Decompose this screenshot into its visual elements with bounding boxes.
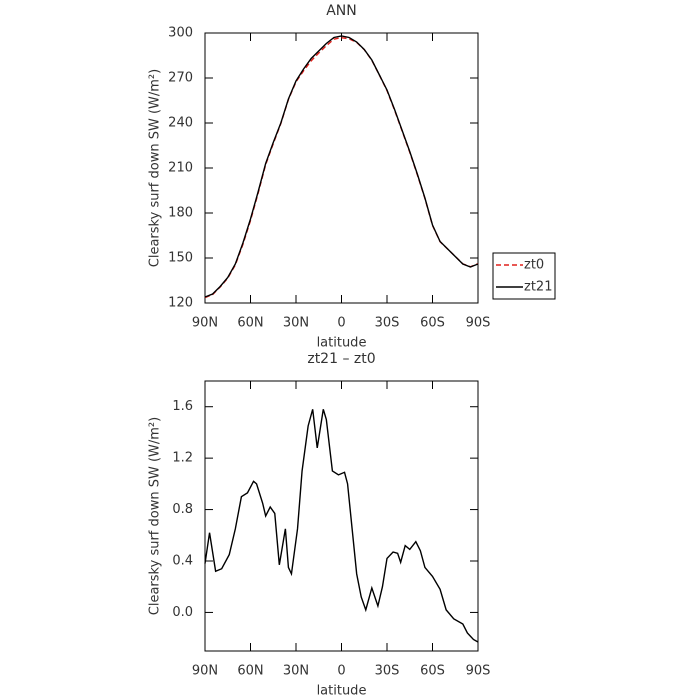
y-tick-label: 1.6 [172, 399, 193, 414]
x-tick-label: 30N [283, 316, 309, 331]
series-line [204, 36, 479, 299]
plot-frame [204, 380, 479, 652]
x-tick-label: 90S [466, 664, 491, 679]
y-axis-label: Clearsky surf down SW (W/m²) [148, 69, 163, 267]
x-tick-label: 60N [237, 316, 263, 331]
series-line [204, 409, 479, 643]
x-tick-label: 30N [283, 664, 309, 679]
y-tick-label: 180 [168, 206, 193, 221]
y-tick-label: 120 [168, 296, 193, 311]
x-tick-label: 0 [337, 664, 345, 679]
x-tick-label: 60N [237, 664, 263, 679]
x-tick-label: 60S [420, 316, 445, 331]
chart-title: zt21 – zt0 [307, 351, 375, 367]
plot-frame [204, 32, 479, 304]
series-line [204, 35, 479, 298]
y-tick-label: 150 [168, 251, 193, 266]
x-axis-label: latitude [317, 336, 367, 351]
y-tick-label: 300 [168, 26, 193, 41]
y-axis-label: Clearsky surf down SW (W/m²) [148, 417, 163, 615]
x-axis-label: latitude [317, 684, 367, 699]
chart-title: ANN [326, 3, 357, 19]
y-tick-label: 0.8 [172, 502, 193, 517]
x-tick-label: 30S [375, 664, 400, 679]
legend-label: zt21 [524, 280, 552, 295]
x-tick-label: 90N [192, 316, 218, 331]
x-tick-label: 60S [420, 664, 445, 679]
x-tick-label: 90S [466, 316, 491, 331]
y-tick-label: 240 [168, 116, 193, 131]
x-tick-label: 0 [337, 316, 345, 331]
y-tick-label: 0.0 [172, 605, 193, 620]
y-tick-label: 210 [168, 161, 193, 176]
y-tick-label: 270 [168, 71, 193, 86]
y-tick-label: 1.2 [172, 451, 193, 466]
legend-label: zt0 [524, 258, 544, 273]
x-tick-label: 30S [375, 316, 400, 331]
legend-box [492, 252, 556, 300]
x-tick-label: 90N [192, 664, 218, 679]
y-tick-label: 0.4 [172, 554, 193, 569]
